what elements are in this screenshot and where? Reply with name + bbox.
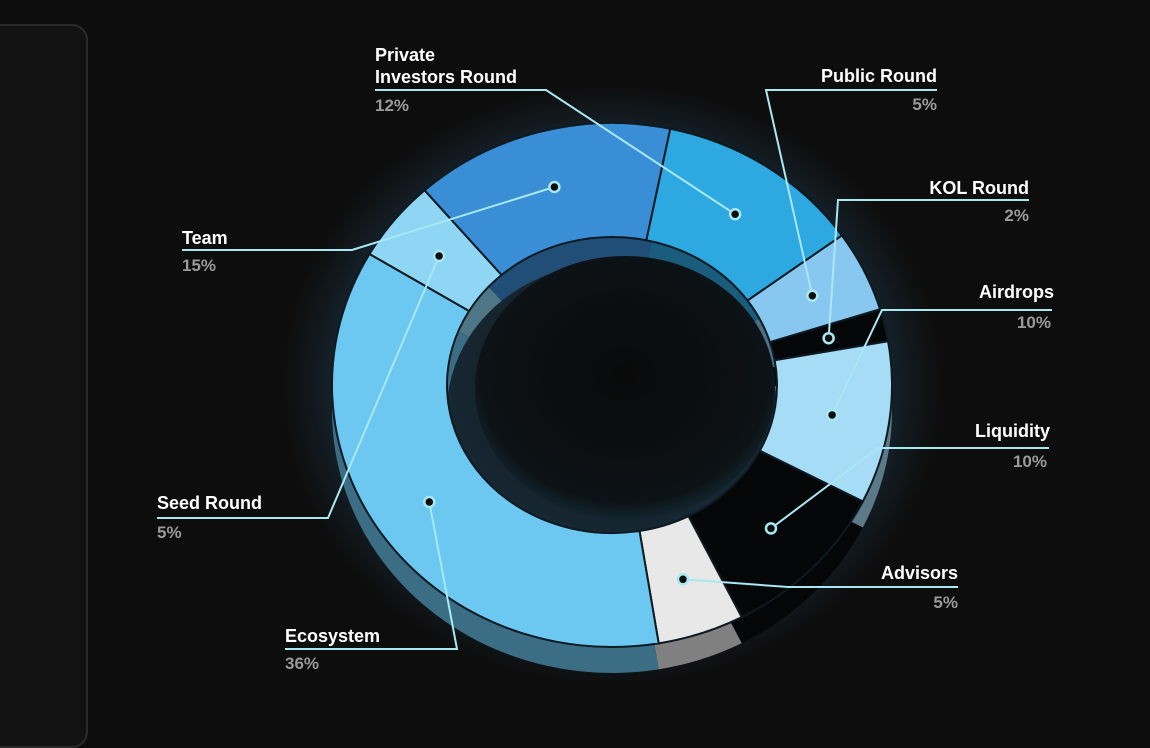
value-kol-round: 2% [1004,206,1029,225]
label-liquidity: Liquidity [975,421,1050,441]
label-advisors: Advisors [880,563,958,583]
value-public-round: 5% [912,95,937,114]
leader-marker-liquidity [764,522,778,535]
label-team: Team [182,228,228,248]
donut-hole [475,256,775,520]
leader-line-liquidity [770,447,1049,530]
slice-team [423,122,672,277]
leader-line-team [182,186,555,251]
slice-ecosystem [331,252,660,648]
leader-line-seed-round [157,255,441,519]
leader-line-private-investors-round [375,89,736,216]
label-seed-round: Seed Round [157,493,263,513]
leader-line-advisors [682,578,958,588]
label-airdrops: Airdrops [978,282,1054,302]
value-private-investors-round: 12% [375,96,410,115]
tokenomics-donut-chart [157,85,1052,685]
value-ecosystem: 36% [285,654,320,673]
leader-line-kol-round [827,199,1029,339]
leader-line-public-round [764,89,937,296]
label-public-round: Public Round [821,66,937,86]
leader-marker-team [548,180,561,194]
leader-marker-public-round [806,289,819,303]
value-liquidity: 10% [1012,452,1047,471]
value-advisors: 5% [933,593,958,612]
side-panel [0,24,88,748]
leader-marker-kol-round [822,331,835,345]
leader-line-ecosystem [285,501,459,650]
leader-line-airdrops [831,309,1052,416]
leader-marker-seed-round [432,249,446,263]
leader-marker-airdrops [825,408,839,422]
leader-marker-advisors [676,573,690,586]
leader-marker-private-investors-round [728,208,742,221]
label-kol-round: KOL Round [929,178,1029,198]
label-ecosystem: Ecosystem [285,626,381,646]
value-team: 15% [182,256,217,275]
value-seed-round: 5% [157,523,182,542]
label-private-investors-round: Private Investors Round [375,45,518,87]
leader-marker-ecosystem [423,495,436,509]
value-airdrops: 10% [1016,313,1051,332]
